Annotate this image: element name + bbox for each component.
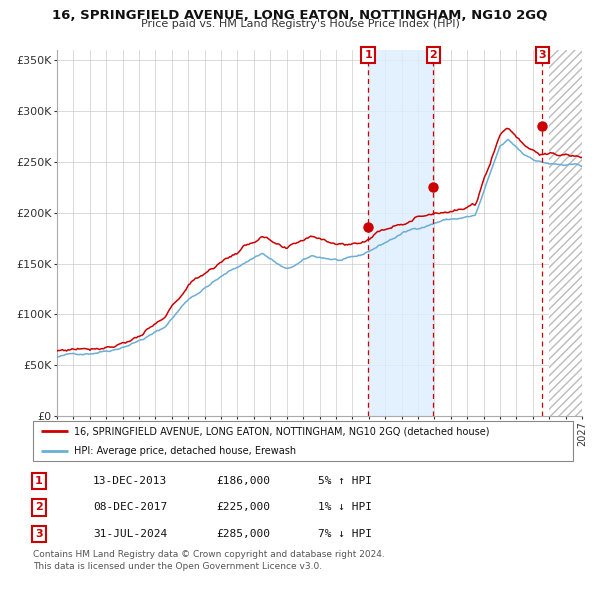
- Text: 08-DEC-2017: 08-DEC-2017: [93, 503, 167, 512]
- Text: 3: 3: [35, 529, 43, 539]
- Text: 31-JUL-2024: 31-JUL-2024: [93, 529, 167, 539]
- Text: This data is licensed under the Open Government Licence v3.0.: This data is licensed under the Open Gov…: [33, 562, 322, 571]
- FancyBboxPatch shape: [33, 421, 573, 461]
- Text: 16, SPRINGFIELD AVENUE, LONG EATON, NOTTINGHAM, NG10 2GQ: 16, SPRINGFIELD AVENUE, LONG EATON, NOTT…: [52, 9, 548, 22]
- Text: 1: 1: [35, 476, 43, 486]
- Text: £186,000: £186,000: [216, 476, 270, 486]
- Text: £285,000: £285,000: [216, 529, 270, 539]
- Text: Contains HM Land Registry data © Crown copyright and database right 2024.: Contains HM Land Registry data © Crown c…: [33, 550, 385, 559]
- Bar: [368, 50, 433, 416]
- Text: 16, SPRINGFIELD AVENUE, LONG EATON, NOTTINGHAM, NG10 2GQ (detached house): 16, SPRINGFIELD AVENUE, LONG EATON, NOTT…: [74, 427, 489, 436]
- Text: 1: 1: [364, 50, 372, 60]
- Text: 1% ↓ HPI: 1% ↓ HPI: [318, 503, 372, 512]
- Bar: [549, 50, 582, 416]
- Text: 2: 2: [35, 503, 43, 512]
- Text: 7% ↓ HPI: 7% ↓ HPI: [318, 529, 372, 539]
- Text: £225,000: £225,000: [216, 503, 270, 512]
- Text: 3: 3: [538, 50, 546, 60]
- Text: 13-DEC-2013: 13-DEC-2013: [93, 476, 167, 486]
- Text: 5% ↑ HPI: 5% ↑ HPI: [318, 476, 372, 486]
- Text: 2: 2: [430, 50, 437, 60]
- Text: HPI: Average price, detached house, Erewash: HPI: Average price, detached house, Erew…: [74, 447, 296, 456]
- Text: Price paid vs. HM Land Registry's House Price Index (HPI): Price paid vs. HM Land Registry's House …: [140, 19, 460, 30]
